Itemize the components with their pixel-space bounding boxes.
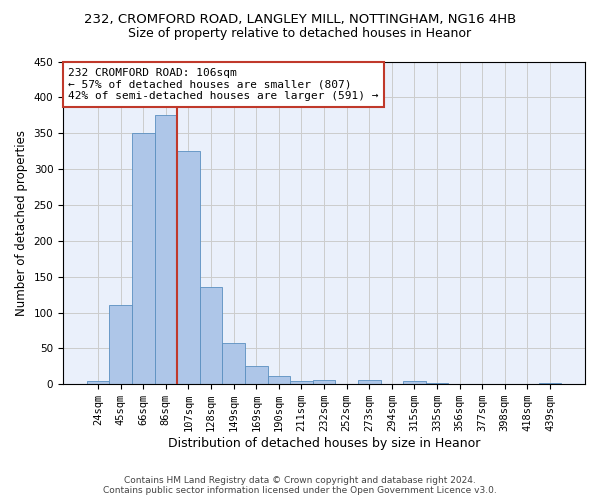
Bar xyxy=(223,344,245,384)
Text: 232 CROMFORD ROAD: 106sqm
← 57% of detached houses are smaller (807)
42% of semi: 232 CROMFORD ROAD: 106sqm ← 57% of detac… xyxy=(68,68,379,101)
Bar xyxy=(313,380,335,384)
Text: 232, CROMFORD ROAD, LANGLEY MILL, NOTTINGHAM, NG16 4HB: 232, CROMFORD ROAD, LANGLEY MILL, NOTTIN… xyxy=(84,12,516,26)
Bar xyxy=(177,151,200,384)
Text: Size of property relative to detached houses in Heanor: Size of property relative to detached ho… xyxy=(128,28,472,40)
Bar xyxy=(403,382,425,384)
Bar xyxy=(425,383,448,384)
Bar xyxy=(200,288,223,384)
Bar xyxy=(268,376,290,384)
Y-axis label: Number of detached properties: Number of detached properties xyxy=(15,130,28,316)
Bar xyxy=(539,383,561,384)
Text: Contains HM Land Registry data © Crown copyright and database right 2024.
Contai: Contains HM Land Registry data © Crown c… xyxy=(103,476,497,495)
Bar xyxy=(109,306,132,384)
Bar xyxy=(132,133,155,384)
Bar xyxy=(245,366,268,384)
Bar xyxy=(358,380,380,384)
Bar xyxy=(87,382,109,384)
X-axis label: Distribution of detached houses by size in Heanor: Distribution of detached houses by size … xyxy=(168,437,480,450)
Bar xyxy=(290,380,313,384)
Bar xyxy=(155,116,177,384)
